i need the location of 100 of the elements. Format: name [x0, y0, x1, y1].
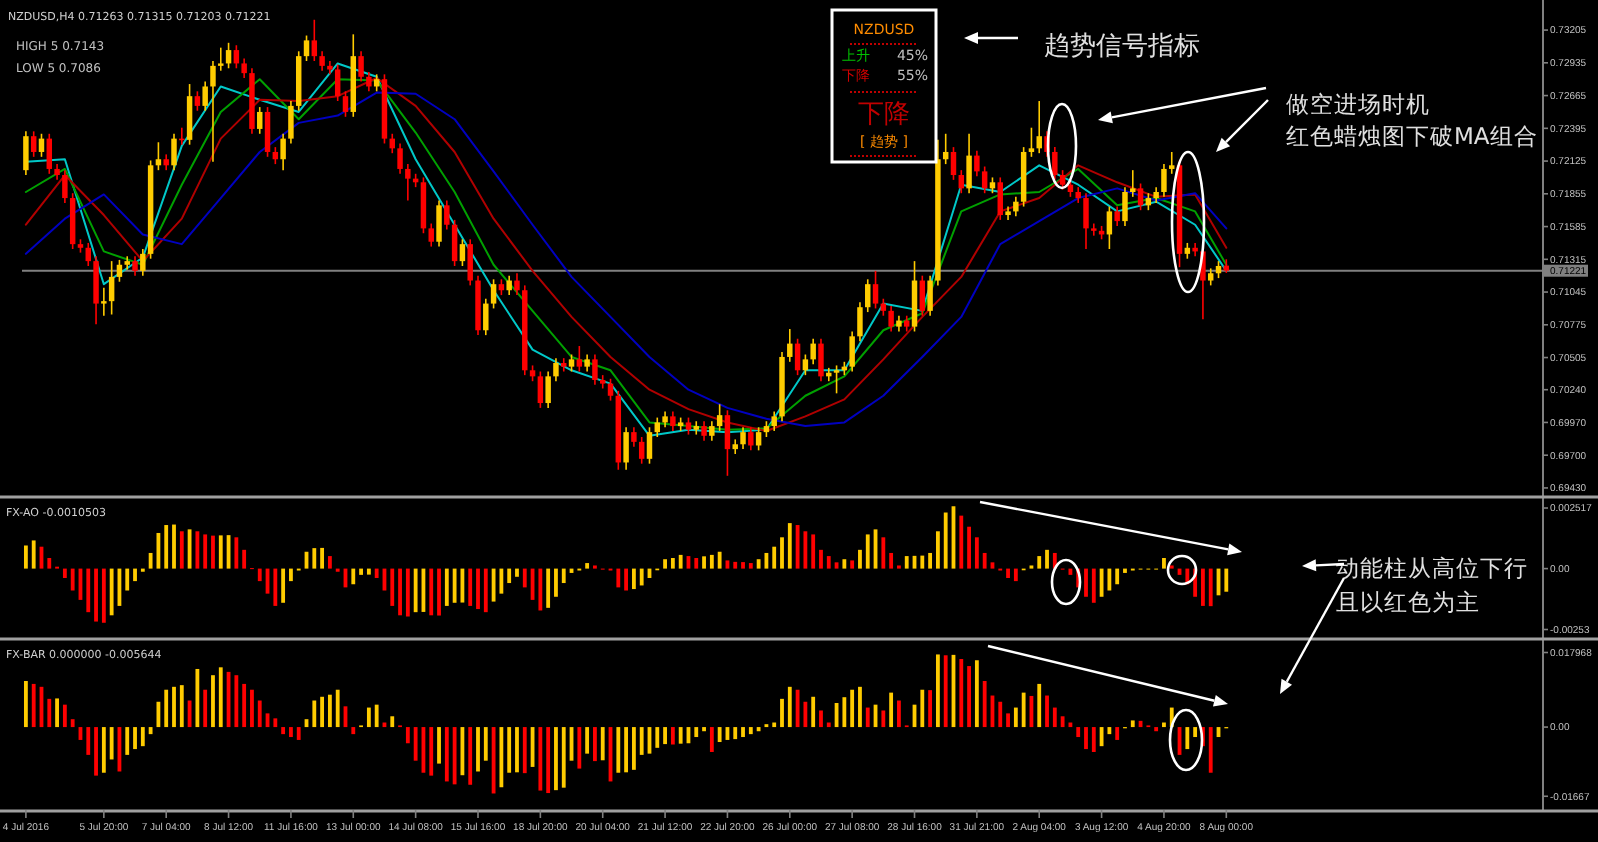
candlestick [186, 83, 193, 146]
candlestick [1059, 169, 1066, 191]
candlestick [140, 248, 146, 277]
candlestick [631, 426, 637, 448]
candlestick [787, 328, 793, 363]
candlestick [490, 278, 497, 310]
candlestick [342, 90, 349, 118]
candlestick [46, 132, 53, 175]
candlestick [818, 337, 824, 382]
annotation: 趋势信号指标 [1044, 32, 1200, 62]
candlestick [1192, 242, 1198, 258]
candlestick [802, 353, 809, 376]
candlestick [210, 60, 216, 163]
candlestick [280, 132, 286, 171]
candlestick [592, 353, 598, 386]
candlestick [334, 63, 341, 102]
candlestick [451, 219, 458, 267]
candlestick [833, 364, 840, 395]
candlestick [467, 238, 473, 287]
candlestick [241, 57, 247, 79]
candlestick [1052, 146, 1058, 181]
candlestick [264, 106, 271, 158]
candlestick [709, 420, 715, 442]
candlestick [623, 426, 629, 471]
candlestick [1083, 192, 1089, 250]
candlestick [771, 410, 777, 432]
candlestick [857, 301, 863, 342]
candlestick [740, 426, 746, 450]
candlestick [1091, 222, 1097, 237]
annotation: 动能柱从高位下行 [1336, 554, 1528, 582]
candlestick [358, 50, 364, 83]
candlestick [607, 377, 614, 402]
candlestick [397, 142, 403, 175]
candlestick [654, 416, 661, 438]
candlestick [514, 272, 520, 296]
candlestick [693, 420, 699, 436]
candlestick [1130, 169, 1136, 198]
candlestick [506, 274, 512, 296]
candlestick [366, 71, 372, 93]
annotation: 且以红色为主 [1336, 588, 1480, 616]
candlestick [420, 176, 427, 235]
candlestick [701, 420, 707, 442]
candlestick [638, 436, 645, 465]
candlestick [1106, 205, 1113, 250]
candlestick [288, 100, 294, 145]
candlestick [155, 141, 162, 171]
candlestick [950, 146, 957, 181]
candlestick [101, 287, 107, 317]
candlestick [810, 337, 816, 366]
candlestick [171, 132, 177, 171]
candlestick [1161, 163, 1167, 198]
candlestick [132, 255, 138, 277]
candlestick [319, 50, 325, 72]
candlestick [436, 199, 442, 248]
candlestick [561, 357, 567, 373]
candlestick [537, 370, 544, 409]
candlestick [30, 130, 37, 158]
candlestick [1114, 205, 1120, 227]
annotation: 红色蜡烛图下破MA组合 [1286, 122, 1538, 150]
candlestick [911, 260, 918, 333]
candlestick [116, 259, 123, 283]
candlestick [1028, 126, 1035, 158]
candlestick [194, 90, 201, 112]
candlestick [124, 255, 130, 271]
candlestick [257, 106, 263, 135]
annotation: 下降 [858, 100, 910, 130]
candlestick [218, 46, 224, 72]
candlestick [748, 426, 754, 452]
candlestick [670, 410, 676, 432]
candlestick [919, 274, 926, 317]
candlestick [865, 278, 871, 313]
candlestick [646, 426, 653, 465]
candlestick [553, 357, 559, 382]
candlestick [1036, 100, 1042, 154]
candlestick [716, 403, 723, 432]
candlestick [888, 305, 894, 333]
annotation: 做空进场时机 [1286, 90, 1430, 118]
candlestick [444, 199, 450, 231]
candlestick [576, 345, 583, 373]
candlestick [69, 192, 76, 250]
candlestick [327, 60, 333, 76]
candlestick [545, 370, 551, 409]
candlestick [483, 297, 489, 336]
candlestick [927, 274, 933, 317]
candlestick [1169, 151, 1175, 175]
candlestick [724, 409, 731, 477]
candlestick [62, 169, 68, 204]
candlestick [459, 238, 466, 267]
candlestick [202, 80, 208, 112]
candlestick [981, 165, 988, 195]
candlestick [1013, 196, 1019, 218]
candlestick [1137, 182, 1144, 211]
candlestick [428, 222, 434, 248]
candlestick [23, 130, 29, 176]
candlestick [311, 18, 318, 62]
candlestick [974, 149, 980, 178]
candlestick [93, 255, 99, 325]
candlestick [872, 270, 879, 310]
candlestick [108, 260, 115, 316]
candlestick [303, 34, 310, 62]
